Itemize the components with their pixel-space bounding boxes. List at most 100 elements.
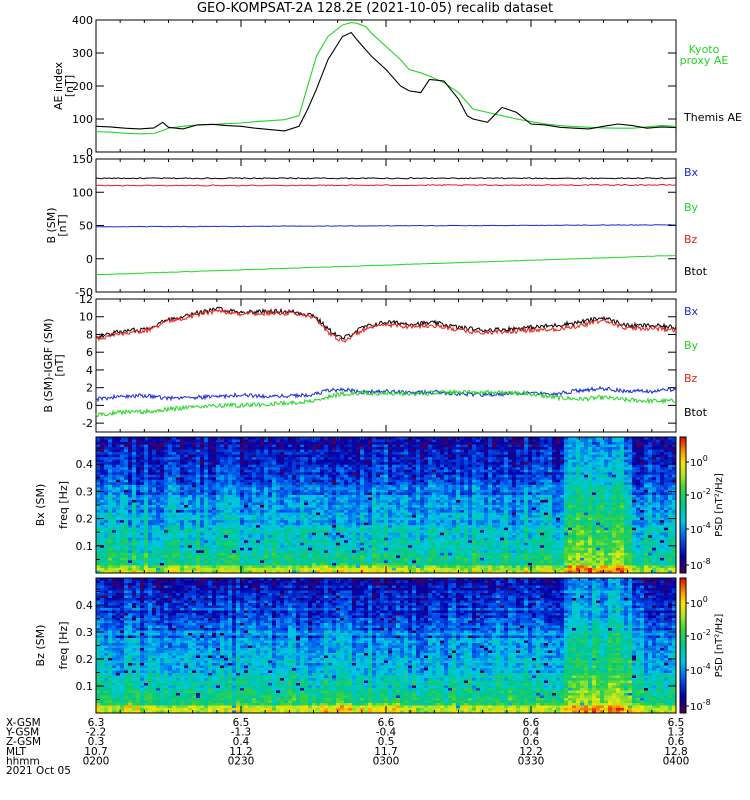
psd-cell <box>596 505 601 508</box>
psd-cell <box>236 482 241 486</box>
psd-cell <box>100 454 105 458</box>
psd-cell <box>556 439 561 443</box>
psd-cell <box>528 472 533 476</box>
psd-cell <box>516 487 521 491</box>
psd-cell <box>128 464 133 468</box>
psd-cell <box>320 505 325 508</box>
psd-cell <box>604 482 609 486</box>
psd-cell <box>120 507 125 511</box>
psd-cell <box>544 494 549 498</box>
psd-cell <box>432 454 437 458</box>
psd-cell <box>388 477 393 481</box>
psd-cell <box>540 437 545 440</box>
psd-cell <box>160 437 165 440</box>
psd-cell <box>184 464 189 468</box>
psd-cell <box>212 444 217 448</box>
psd-cell <box>528 459 533 463</box>
psd-cell <box>96 482 101 486</box>
psd-cell <box>596 469 601 473</box>
psd-cell <box>556 444 561 448</box>
psd-cell <box>648 487 653 491</box>
psd-cell <box>648 452 653 456</box>
psd-cell <box>272 454 277 458</box>
psd-cell <box>312 482 317 486</box>
psd-cell <box>316 484 321 488</box>
psd-cell <box>136 454 141 458</box>
psd-cell <box>332 474 337 478</box>
psd-cell <box>392 487 397 491</box>
psd-cell <box>436 469 441 473</box>
psd-cell <box>480 479 485 483</box>
psd-cell <box>628 452 633 456</box>
psd-cell <box>512 484 517 488</box>
psd-cell <box>468 477 473 481</box>
psd-cell <box>624 499 629 503</box>
psd-cell <box>292 442 297 445</box>
psd-cell <box>516 502 521 506</box>
psd-cell <box>644 464 649 468</box>
psd-cell <box>644 469 649 473</box>
psd-cell <box>428 477 433 481</box>
psd-cell <box>580 489 585 493</box>
psd-cell <box>364 444 369 448</box>
psd-cell <box>492 447 497 450</box>
psd-cell <box>380 497 385 501</box>
psd-cell <box>404 439 409 443</box>
psd-cell <box>372 479 377 483</box>
psd-cell <box>252 479 257 483</box>
psd-cell <box>172 512 177 516</box>
psd-cell <box>624 510 629 513</box>
psd-cell <box>468 462 473 466</box>
psd-cell <box>148 462 153 466</box>
psd-cell <box>408 492 413 496</box>
psd-cell <box>476 472 481 476</box>
psd-cell <box>152 497 157 501</box>
psd-cell <box>100 497 105 501</box>
psd-cell <box>580 469 585 473</box>
psd-cell <box>328 467 333 471</box>
psd-cell <box>412 459 417 463</box>
psd-cell <box>476 474 481 478</box>
psd-cell <box>628 505 633 508</box>
psd-cell <box>312 444 317 448</box>
psd-cell <box>112 487 117 491</box>
legend-b-bz: Bz <box>684 233 698 246</box>
psd-cell <box>144 507 149 511</box>
psd-cell <box>584 454 589 458</box>
psd-cell <box>252 494 257 498</box>
psd-cell <box>408 482 413 486</box>
psd-cell <box>576 452 581 456</box>
psd-cell <box>300 447 305 450</box>
psd-cell <box>432 439 437 443</box>
psd-cell <box>328 452 333 456</box>
psd-cell <box>388 442 393 445</box>
psd-cell <box>252 510 257 513</box>
psd-cell <box>128 505 133 508</box>
psd-cell <box>388 479 393 483</box>
psd-cell <box>660 457 665 461</box>
psd-cell <box>124 515 129 518</box>
psd-cell <box>656 464 661 468</box>
psd-cell <box>244 489 249 493</box>
psd-cell <box>488 437 493 440</box>
psd-cell <box>244 447 249 450</box>
psd-cell <box>352 472 357 476</box>
psd-cell <box>416 454 421 458</box>
psd-cell <box>476 437 481 440</box>
psd-cell <box>344 492 349 496</box>
psd-cell <box>120 454 125 458</box>
psd-cell <box>452 442 457 445</box>
psd-cell <box>252 505 257 508</box>
psd-cell <box>360 449 365 453</box>
psd-cell <box>436 482 441 486</box>
psd-cell <box>236 454 241 458</box>
psd-cell <box>404 515 409 518</box>
psd-cell <box>616 452 621 456</box>
psd-cell <box>180 497 185 501</box>
psd-cell <box>616 499 621 503</box>
psd-cell <box>216 472 221 476</box>
psd-cell <box>440 474 445 478</box>
psd-cell <box>520 439 525 443</box>
psd-cell <box>512 454 517 458</box>
psd-cell <box>448 515 453 518</box>
